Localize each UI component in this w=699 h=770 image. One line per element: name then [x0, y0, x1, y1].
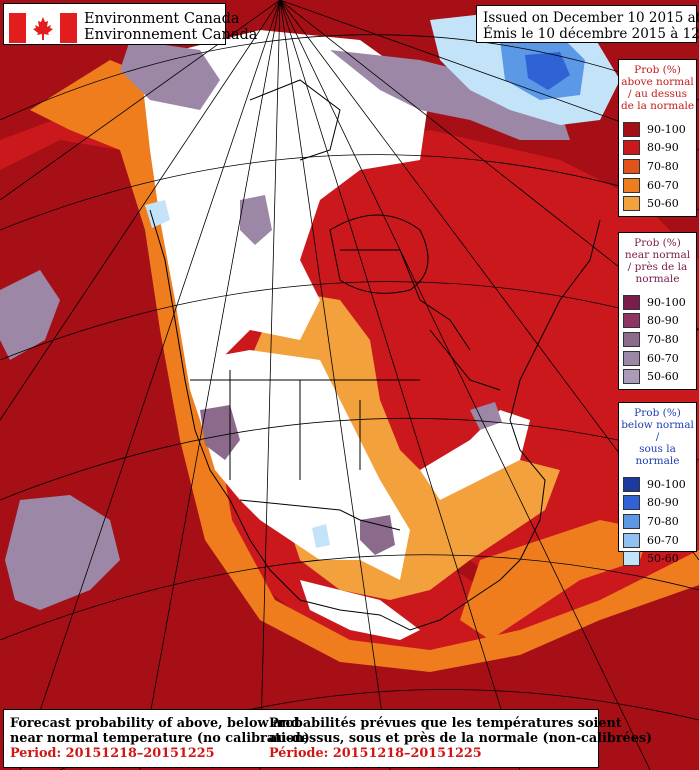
- legend-near-title-line: normale: [635, 273, 680, 285]
- legend-item: 80-90: [619, 312, 696, 331]
- legend-label: 70-80: [647, 514, 679, 528]
- coastlines: [149, 79, 601, 631]
- legend-label: 60-70: [647, 351, 679, 365]
- legend-near-title-line: Prob (%): [634, 237, 681, 249]
- legend-label: 80-90: [647, 314, 679, 328]
- zone-near-normal-arctic: [330, 50, 570, 140]
- issued-fr: Émis le 10 décembre 2015 à 12Z: [483, 26, 699, 42]
- agency-name-fr: Environnement Canada: [84, 27, 258, 43]
- caption-fr-line: Probabilités prévues que les température…: [269, 716, 622, 731]
- caption-french: Probabilités prévues que les température…: [269, 716, 652, 761]
- legend-item: 90-100: [619, 475, 696, 494]
- legend-item: 90-100: [619, 293, 696, 312]
- legend-item: 90-100: [619, 120, 696, 139]
- zone-near-normal-alaska: [120, 40, 220, 110]
- legend-item: 50-60: [619, 367, 696, 386]
- legend-near-title-line: / près de la: [627, 261, 688, 273]
- period-fr: Période: 20151218–20151225: [269, 746, 482, 761]
- caption-en-line: near normal temperature (no calibration): [10, 731, 310, 746]
- legend-swatch: [623, 331, 640, 347]
- zone-no-signal-mexico: [300, 580, 420, 640]
- legend-near-title-line: near normal: [624, 249, 691, 261]
- legend-near-title: Prob (%) near normal / près de la normal…: [619, 233, 696, 285]
- caption-fr-line: au-dessus, sous et près de la normale (n…: [269, 731, 653, 746]
- issue-date-box: Issued on December 10 2015 at 12Z Émis l…: [476, 5, 699, 43]
- legend-item: 50-60: [619, 194, 696, 213]
- legend-swatch: [623, 177, 640, 193]
- issued-en: Issued on December 10 2015 at 12Z: [483, 10, 699, 26]
- legend-label: 60-70: [647, 178, 679, 192]
- legend-swatch: [623, 140, 640, 156]
- legend-label: 50-60: [647, 370, 679, 384]
- zone-above-60-70-caribbean: [460, 520, 650, 640]
- zone-no-signal-us: [195, 350, 410, 580]
- forecast-caption: Forecast probability of above, below and…: [3, 709, 652, 768]
- legend-below-title: Prob (%) below normal / sous la normale: [619, 403, 696, 467]
- agency-name-en: Environment Canada: [84, 11, 240, 27]
- legend-above-title-line: de la normale: [620, 100, 695, 112]
- legend-above-title-line: above normal: [621, 76, 694, 88]
- legend-swatch: [623, 350, 640, 366]
- zone-no-signal-canada: [140, 30, 430, 420]
- legend-swatch: [623, 551, 640, 567]
- zone-near-normal-nwt: [240, 195, 272, 245]
- legend-below-normal: Prob (%) below normal / sous la normale …: [618, 402, 697, 567]
- legend-below-title-line: sous la normale: [635, 443, 680, 467]
- legend-label: 60-70: [647, 533, 679, 547]
- legend-label: 80-90: [647, 141, 679, 155]
- legend-label: 70-80: [647, 332, 679, 346]
- caption-en-line: Forecast probability of above, below and: [10, 716, 300, 731]
- legend-swatch: [623, 476, 640, 492]
- zone-near-normal-texas: [360, 515, 395, 555]
- zone-near-normal-pacific-south: [5, 495, 120, 610]
- zone-below-mexico: [312, 524, 330, 548]
- legend-label: 50-60: [647, 197, 679, 211]
- agency-header: Environment Canada Environnement Canada: [3, 3, 257, 45]
- legend-swatch: [623, 532, 640, 548]
- legend-swatch: [623, 313, 640, 329]
- legend-item: 60-70: [619, 349, 696, 368]
- legend-item: 70-80: [619, 330, 696, 349]
- legend-label: 70-80: [647, 159, 679, 173]
- zone-above-60-70-band: [30, 60, 699, 672]
- legend-swatch: [623, 294, 640, 310]
- legend-above-title-line: Prob (%): [634, 64, 681, 76]
- legend-swatch: [623, 495, 640, 511]
- legend-item: 50-60: [619, 549, 696, 568]
- legend-item: 80-90: [619, 139, 696, 158]
- legend-label: 90-100: [647, 295, 686, 309]
- legend-swatch: [623, 369, 640, 385]
- legend-near-normal: Prob (%) near normal / près de la normal…: [618, 232, 697, 390]
- canada-flag-icon: [9, 13, 77, 43]
- zone-near-normal-pacific-north: [0, 270, 60, 360]
- period-en: Period: 20151218–20151225: [10, 746, 215, 761]
- legend-above-title: Prob (%) above normal / au dessus de la …: [619, 60, 696, 112]
- legend-item: 70-80: [619, 512, 696, 531]
- legend-below-title-line: Prob (%): [634, 407, 681, 419]
- legend-swatch: [623, 158, 640, 174]
- legend-above-title-line: / au dessus: [627, 88, 688, 100]
- legend-label: 80-90: [647, 496, 679, 510]
- zone-near-normal-midatlantic: [470, 402, 502, 430]
- legend-swatch: [623, 121, 640, 137]
- legend-item: 60-70: [619, 531, 696, 550]
- zone-below-80-90-greenland: [525, 52, 570, 90]
- legend-swatch: [623, 513, 640, 529]
- zone-no-signal-southeast: [420, 410, 530, 500]
- legend-label: 90-100: [647, 122, 686, 136]
- legend-label: 50-60: [647, 552, 679, 566]
- legend-item: 70-80: [619, 157, 696, 176]
- legend-below-title-line: below normal /: [621, 419, 694, 443]
- legend-swatch: [623, 196, 640, 212]
- legend-item: 80-90: [619, 494, 696, 513]
- legend-item: 60-70: [619, 176, 696, 195]
- legend-above-normal: Prob (%) above normal / au dessus de la …: [618, 59, 697, 217]
- legend-label: 90-100: [647, 477, 686, 491]
- caption-english: Forecast probability of above, below and…: [10, 716, 310, 761]
- zone-below-yukon: [145, 200, 170, 228]
